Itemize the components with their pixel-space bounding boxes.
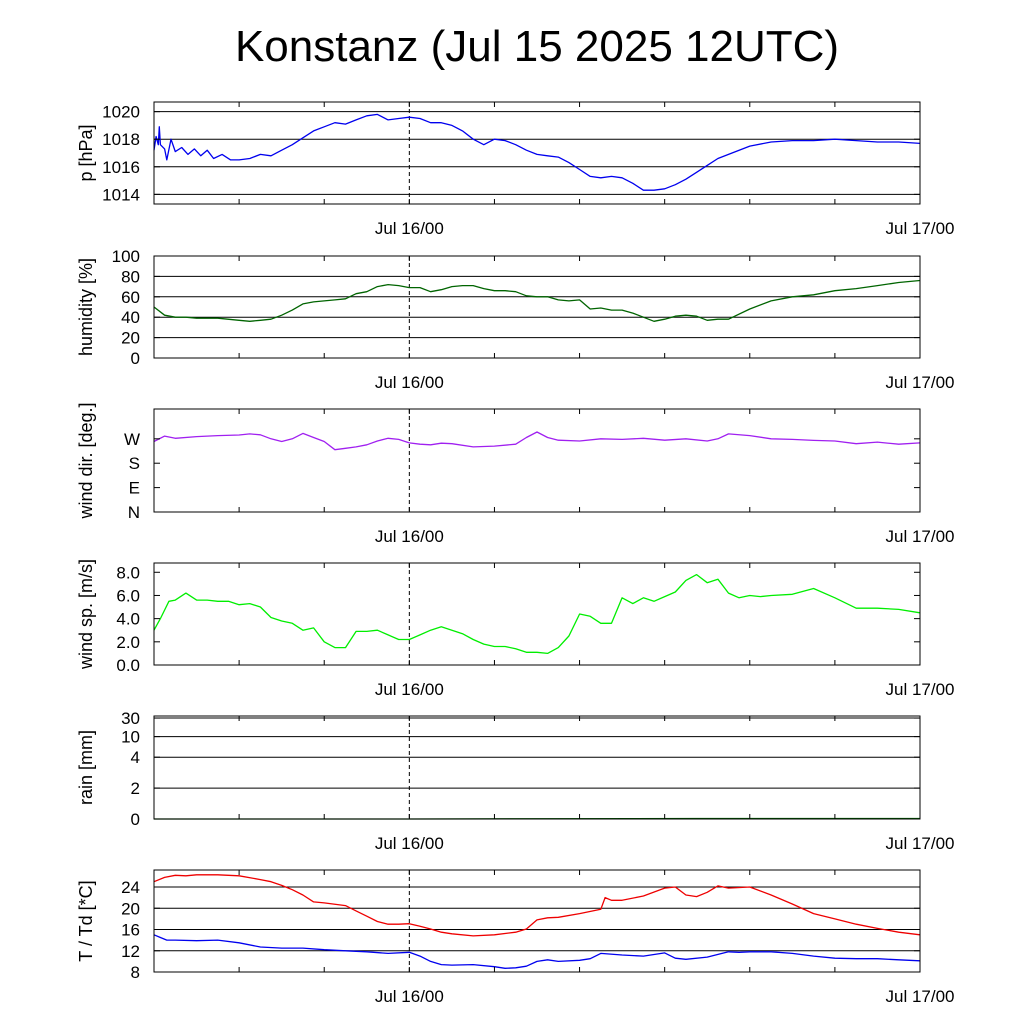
pressure-ytick-label: 1018 <box>102 130 140 149</box>
wind-speed-xtick-label: Jul 17/00 <box>886 680 955 699</box>
pressure-ytick-label: 1014 <box>102 185 140 204</box>
wind-speed-xtick-label: Jul 16/00 <box>375 680 444 699</box>
pressure-xtick-label: Jul 16/00 <box>375 219 444 238</box>
temperature-frame <box>153 869 921 973</box>
chart-title: Konstanz (Jul 15 2025 12UTC) <box>234 22 840 71</box>
wind-direction-series-line <box>153 431 921 451</box>
temperature-ylabel: T / Td [*C] <box>76 880 96 961</box>
wind-direction-frame <box>153 408 921 513</box>
humidity-ytick-label: 100 <box>112 247 140 266</box>
temperature-xtick-label: Jul 16/00 <box>375 987 444 1006</box>
wind-speed-ytick-label: 4.0 <box>116 610 140 629</box>
humidity-xtick-label: Jul 16/00 <box>375 373 444 392</box>
temperature-ytick-label: 20 <box>121 899 140 918</box>
wind-direction-ytick-label: E <box>129 479 140 498</box>
humidity-ylabel: humidity [%] <box>76 258 96 356</box>
rain-ytick-label: 0 <box>131 810 140 829</box>
wind-speed-ytick-label: 6.0 <box>116 586 140 605</box>
wind-direction-xtick-label: Jul 17/00 <box>886 527 955 546</box>
rain-ytick-label: 10 <box>121 728 140 747</box>
wind-speed-frame <box>153 562 921 666</box>
humidity-frame <box>153 255 921 359</box>
pressure-ylabel: p [hPa] <box>76 124 96 181</box>
rain-xtick-label: Jul 16/00 <box>375 834 444 853</box>
humidity-ytick-label: 80 <box>121 267 140 286</box>
wind-speed-ytick-label: 2.0 <box>116 633 140 652</box>
rain-xtick-label: Jul 17/00 <box>886 834 955 853</box>
pressure-ytick-label: 1020 <box>102 103 140 122</box>
rain-ytick-label: 2 <box>131 779 140 798</box>
wind-speed-ylabel: wind sp. [m/s] <box>76 559 96 670</box>
pressure-xtick-label: Jul 17/00 <box>886 219 955 238</box>
rain-frame <box>153 715 921 820</box>
wind-direction-ytick-label: N <box>128 503 140 522</box>
humidity-ytick-label: 20 <box>121 329 140 348</box>
humidity-series-line <box>153 279 921 322</box>
temperature-ytick-label: 8 <box>131 963 140 982</box>
temperature-series-line-t <box>153 874 921 937</box>
humidity-ytick-label: 40 <box>121 308 140 327</box>
humidity-xtick-label: Jul 17/00 <box>886 373 955 392</box>
pressure-ytick-label: 1016 <box>102 158 140 177</box>
humidity-ytick-label: 60 <box>121 288 140 307</box>
rain-ytick-label: 30 <box>121 709 140 728</box>
wind-direction-ylabel: wind dir. [deg.] <box>76 402 96 519</box>
pressure-series-line <box>153 113 921 191</box>
wind-direction-xtick-label: Jul 16/00 <box>375 527 444 546</box>
wind-speed-ytick-label: 8.0 <box>116 563 140 582</box>
temperature-ytick-label: 24 <box>121 878 140 897</box>
rain-ylabel: rain [mm] <box>76 730 96 805</box>
pressure-frame <box>153 101 921 205</box>
temperature-ytick-label: 12 <box>121 942 140 961</box>
wind-direction-ytick-label: S <box>129 454 140 473</box>
rain-ytick-label: 4 <box>131 748 140 767</box>
temperature-ytick-label: 16 <box>121 921 140 940</box>
wind-direction-ytick-label: W <box>124 430 140 449</box>
wind-speed-series-line <box>153 573 921 655</box>
temperature-series-line-td <box>153 934 921 969</box>
temperature-xtick-label: Jul 17/00 <box>886 987 955 1006</box>
wind-speed-ytick-label: 0.0 <box>116 656 140 675</box>
humidity-ytick-label: 0 <box>131 349 140 368</box>
